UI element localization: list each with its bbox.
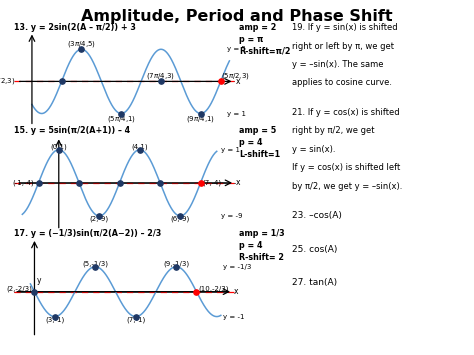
- Text: right by π/2, we get: right by π/2, we get: [292, 126, 374, 135]
- Text: 19. If y = sin(x) is shifted: 19. If y = sin(x) is shifted: [292, 23, 397, 32]
- Text: (4,1): (4,1): [131, 143, 148, 150]
- Text: x: x: [234, 287, 238, 296]
- Text: 23. –cos(A): 23. –cos(A): [292, 211, 341, 220]
- Text: y = 1: y = 1: [221, 147, 240, 153]
- Text: (2,-2/3): (2,-2/3): [7, 285, 32, 292]
- Text: (0,1): (0,1): [50, 143, 67, 150]
- Text: right or left by π, we get: right or left by π, we get: [292, 42, 393, 50]
- Text: (7,-1): (7,-1): [126, 317, 146, 323]
- Text: 13. y = 2sin(2(A – π/2)) + 3: 13. y = 2sin(2(A – π/2)) + 3: [14, 23, 136, 32]
- Text: (5$\pi$/4,1): (5$\pi$/4,1): [107, 114, 136, 124]
- Text: by π/2, we get y = –sin(x).: by π/2, we get y = –sin(x).: [292, 181, 402, 191]
- Text: 15. y = 5sin(π/2(A+1)) – 4: 15. y = 5sin(π/2(A+1)) – 4: [14, 126, 130, 135]
- Text: applies to cosine curve.: applies to cosine curve.: [292, 78, 392, 87]
- Text: (5,-1/3): (5,-1/3): [82, 260, 108, 267]
- Text: y = -1/3: y = -1/3: [223, 264, 251, 270]
- Text: amp = 1/3
p = 4
R-shift= 2: amp = 1/3 p = 4 R-shift= 2: [239, 229, 285, 262]
- Text: ($\pi$/2,3): ($\pi$/2,3): [0, 76, 16, 86]
- Text: (3$\pi$/4,5): (3$\pi$/4,5): [67, 39, 96, 49]
- Text: y: y: [36, 276, 41, 285]
- Text: (-1,-4): (-1,-4): [13, 180, 35, 186]
- Text: 21. If y = cos(x) is shifted: 21. If y = cos(x) is shifted: [292, 108, 399, 117]
- Text: 27. tan(A): 27. tan(A): [292, 278, 337, 288]
- Text: (7,-4): (7,-4): [202, 180, 222, 186]
- Text: 25. cos(A): 25. cos(A): [292, 245, 337, 253]
- Text: amp = 2
p = π
R-shift=π/2: amp = 2 p = π R-shift=π/2: [239, 23, 291, 56]
- Text: y = -9: y = -9: [221, 213, 242, 219]
- Text: (2,-9): (2,-9): [90, 216, 109, 223]
- Text: Amplitude, Period and Phase Shift: Amplitude, Period and Phase Shift: [81, 9, 393, 24]
- Text: y = sin(x).: y = sin(x).: [292, 144, 335, 154]
- Text: amp = 5
p = 4
L-shift=1: amp = 5 p = 4 L-shift=1: [239, 126, 281, 159]
- Text: (5$\pi$/2,3): (5$\pi$/2,3): [220, 71, 249, 81]
- Text: y = 5: y = 5: [227, 46, 246, 52]
- Text: (7$\pi$/4,3): (7$\pi$/4,3): [146, 71, 175, 81]
- Text: y = –sin(x). The same: y = –sin(x). The same: [292, 60, 383, 69]
- Text: 17. y = (−1/3)sin(π/2(A−2)) – 2/3: 17. y = (−1/3)sin(π/2(A−2)) – 2/3: [14, 229, 162, 238]
- Text: (10,-2/3): (10,-2/3): [199, 285, 229, 292]
- Text: (9,-1/3): (9,-1/3): [163, 260, 189, 267]
- Text: y = 1: y = 1: [227, 110, 246, 116]
- Text: x: x: [236, 178, 240, 187]
- Text: (9$\pi$/4,1): (9$\pi$/4,1): [186, 114, 215, 124]
- Text: If y = cos(x) is shifted left: If y = cos(x) is shifted left: [292, 163, 400, 172]
- Text: (3,-1): (3,-1): [45, 317, 64, 323]
- Text: y = -1: y = -1: [223, 313, 244, 320]
- Text: (6,-9): (6,-9): [171, 216, 190, 223]
- Text: x: x: [236, 77, 240, 86]
